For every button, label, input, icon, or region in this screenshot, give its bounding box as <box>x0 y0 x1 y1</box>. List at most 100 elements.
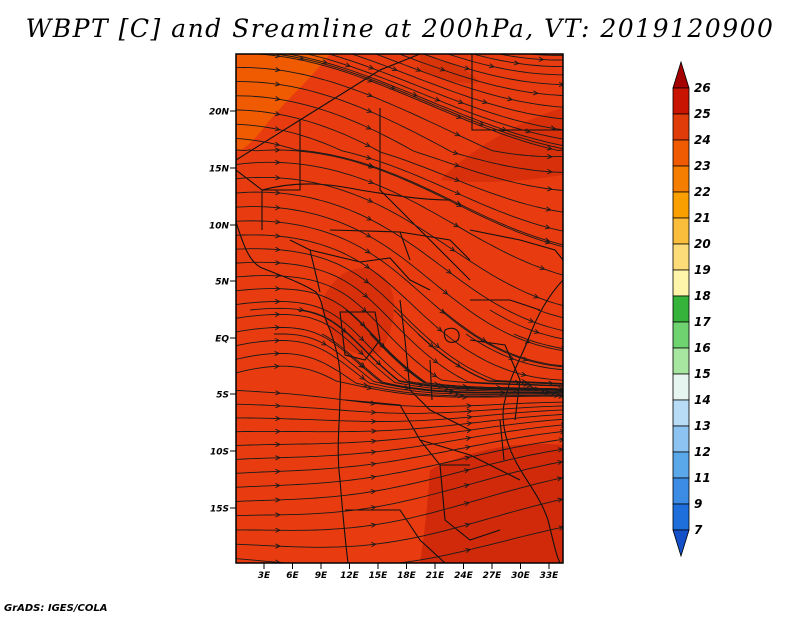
streamline <box>236 95 563 191</box>
streamline-arrow <box>482 99 489 105</box>
streamline <box>236 339 563 395</box>
streamline-arrow <box>345 62 352 68</box>
streamline-arrow <box>533 293 540 299</box>
colorbar-segment <box>672 269 690 297</box>
streamline-arrow <box>275 512 282 518</box>
streamline <box>273 333 563 394</box>
lat-label: 10S <box>210 448 229 458</box>
streamline-arrow <box>454 190 461 196</box>
streamline <box>525 54 563 56</box>
colorbar-label: 13 <box>694 419 711 433</box>
streamline-arrow <box>370 449 377 455</box>
colorbar-label: 18 <box>694 289 711 303</box>
streamline-arrow <box>370 522 377 528</box>
colorbar-label: 17 <box>694 315 711 329</box>
lon-label: 6E <box>286 571 299 581</box>
streamline-arrow <box>275 415 282 422</box>
streamline <box>236 389 563 407</box>
streamline-arrow <box>465 435 472 441</box>
streamline-arrow <box>370 409 377 415</box>
lat-label: 15N <box>209 165 230 175</box>
colorbar-segment <box>672 295 690 323</box>
streamline-arrow <box>358 349 364 356</box>
streamline-arrow <box>463 483 470 489</box>
streamline-arrow <box>525 128 532 134</box>
streamline-arrow <box>274 67 281 73</box>
streamline-arrow <box>465 444 472 451</box>
streamline-arrow <box>365 124 372 130</box>
colorbar: 26 25 24 23 22 21 20 19 18 17 16 15 14 13 12 11 9 7 <box>672 60 711 558</box>
streamline-arrow <box>368 64 375 70</box>
border-central <box>309 249 431 291</box>
border-sahel <box>261 183 451 201</box>
streamline-arrow <box>274 141 281 147</box>
colorbar-segment <box>672 139 690 167</box>
streamline-arrow <box>365 154 372 160</box>
colorbar-segment <box>672 529 690 558</box>
streamline-arrow <box>274 81 281 87</box>
colorbar-label: 23 <box>694 159 711 173</box>
streamline-arrow <box>274 363 280 369</box>
streamline-arrow <box>548 380 555 386</box>
streamline <box>513 333 563 349</box>
lon-label: 21E <box>426 571 446 581</box>
map-title: WBPT [C] and Sreamline at 200hPa, VT: 20… <box>25 14 775 43</box>
streamline <box>236 123 563 232</box>
streamline-arrow <box>366 92 373 98</box>
lon-label: 27E <box>483 571 503 581</box>
streamline-arrow <box>275 190 281 196</box>
streamline-arrow <box>391 66 398 72</box>
lat-label: 20N <box>209 108 230 118</box>
streamline <box>236 176 563 307</box>
streamline-arrow <box>366 385 373 391</box>
streamline-arrow <box>274 324 281 331</box>
streamline <box>321 333 563 394</box>
streamline <box>236 448 563 502</box>
lon-label: 33E <box>540 571 560 581</box>
streamline-arrow <box>368 163 375 169</box>
streamline-arrow <box>539 265 546 271</box>
streamline <box>271 54 563 150</box>
lat-label: 5N <box>215 278 229 288</box>
streamline-arrow <box>361 307 367 313</box>
streamline-arrow <box>464 65 471 71</box>
streamline-arrow <box>274 311 281 318</box>
streamline-arrow <box>366 215 373 221</box>
field-patch-southeast <box>420 443 563 563</box>
streamline-arrow <box>364 142 371 147</box>
streamline-arrow <box>464 468 471 474</box>
wbpt-field <box>236 54 563 563</box>
colorbar-segment <box>672 87 690 115</box>
streamline-arrow <box>453 162 460 168</box>
streamline-arrow <box>275 286 281 292</box>
streamline-arrow <box>547 186 554 192</box>
streamline-arrow <box>500 390 506 396</box>
streamline-arrow <box>403 366 410 373</box>
streamline <box>236 138 563 246</box>
streamline <box>537 309 563 319</box>
streamline-arrow <box>275 233 281 239</box>
streamline <box>236 220 563 368</box>
streamline-arrow <box>370 461 377 467</box>
streamline-arrow <box>363 278 370 284</box>
streamline-arrow <box>546 145 553 151</box>
streamline-arrow <box>563 53 568 57</box>
streamline <box>236 418 563 446</box>
streamline-arrow <box>456 202 463 207</box>
lon-label: 12E <box>340 571 360 581</box>
streamline-arrow <box>439 66 446 72</box>
colorbar-segment <box>672 399 690 427</box>
streamline-arrow <box>480 336 487 342</box>
field-patch-northeast <box>440 108 563 183</box>
colorbar-label: 21 <box>694 211 711 225</box>
border-sudan <box>379 108 471 281</box>
streamline-arrow <box>488 63 495 69</box>
streamline <box>236 54 563 151</box>
streamline-arrow <box>466 414 473 420</box>
border-niger <box>236 169 263 230</box>
colorbar-segment <box>672 217 690 245</box>
streamline-arrow <box>275 403 282 409</box>
streamline <box>236 431 563 474</box>
streamline <box>422 54 563 86</box>
colorbar-segment <box>672 347 690 375</box>
